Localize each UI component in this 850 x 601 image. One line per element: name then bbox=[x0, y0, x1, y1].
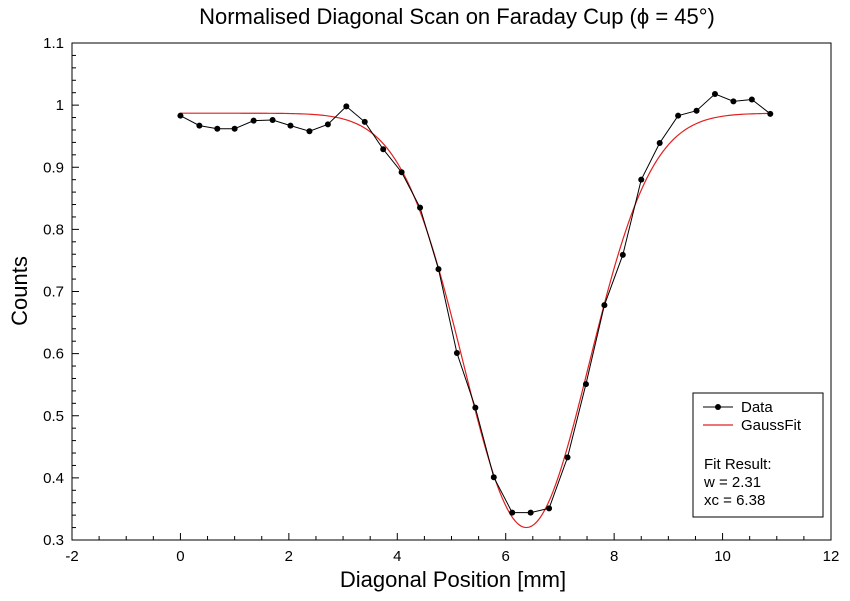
legend-data-label: Data bbox=[741, 399, 773, 416]
data-point bbox=[306, 128, 313, 135]
data-point bbox=[490, 474, 497, 481]
data-point bbox=[564, 454, 571, 461]
data-point bbox=[638, 176, 645, 183]
x-tick-label: 12 bbox=[823, 548, 840, 565]
series-data-points bbox=[177, 90, 774, 516]
legend-gaussfit-label: GaussFit bbox=[741, 417, 802, 434]
y-tick-label: 0.6 bbox=[43, 346, 64, 363]
fit-result-w: w = 2.31 bbox=[703, 474, 761, 491]
data-point bbox=[231, 125, 238, 132]
data-point bbox=[546, 505, 553, 512]
series-gaussfit-line bbox=[180, 112, 771, 529]
chart-title: Normalised Diagonal Scan on Faraday Cup … bbox=[199, 4, 715, 29]
y-axis-ticks: 0.3 0.4 0.5 0.6 0.7 0.8 0.9 1 1.1 bbox=[43, 35, 79, 549]
x-tick-label: 4 bbox=[393, 548, 401, 565]
data-point bbox=[711, 90, 718, 97]
y-tick-label: 1.1 bbox=[43, 35, 64, 52]
legend-data-swatch-marker bbox=[715, 404, 721, 410]
data-point bbox=[767, 110, 774, 117]
data-point bbox=[177, 112, 184, 119]
x-axis-ticks: -2 0 2 4 6 8 10 12 bbox=[65, 533, 839, 565]
data-point bbox=[693, 107, 700, 114]
data-point bbox=[417, 204, 424, 211]
data-point bbox=[527, 509, 534, 516]
fit-result-heading: Fit Result: bbox=[704, 456, 772, 473]
data-point bbox=[656, 140, 663, 147]
data-point bbox=[214, 125, 221, 132]
x-axis-label: Diagonal Position [mm] bbox=[340, 567, 566, 592]
data-point bbox=[361, 118, 368, 125]
y-tick-label: 0.5 bbox=[43, 408, 64, 425]
data-point bbox=[398, 169, 405, 176]
data-point bbox=[196, 122, 203, 129]
y-axis-label: Counts bbox=[7, 256, 32, 326]
x-tick-label: 10 bbox=[714, 548, 731, 565]
legend-box bbox=[692, 392, 824, 518]
fit-result-xc: xc = 6.38 bbox=[704, 492, 765, 509]
x-tick-label: 0 bbox=[176, 548, 184, 565]
data-point bbox=[509, 509, 516, 516]
data-point bbox=[675, 112, 682, 119]
data-point bbox=[343, 103, 350, 110]
data-point bbox=[287, 122, 294, 129]
y-tick-label: 1 bbox=[56, 97, 64, 114]
data-point bbox=[582, 381, 589, 388]
y-tick-label: 0.3 bbox=[43, 532, 64, 549]
y-tick-label: 0.8 bbox=[43, 221, 64, 238]
data-point bbox=[730, 98, 737, 105]
data-point bbox=[269, 117, 276, 124]
legend: Data GaussFit Fit Result: w = 2.31 xc = … bbox=[692, 392, 824, 518]
data-point bbox=[619, 251, 626, 258]
y-tick-label: 0.7 bbox=[43, 284, 64, 301]
data-point bbox=[324, 121, 331, 128]
series-data-line bbox=[180, 93, 771, 514]
x-tick-label: 8 bbox=[610, 548, 618, 565]
data-point bbox=[601, 302, 608, 309]
y-tick-label: 0.9 bbox=[43, 159, 64, 176]
x-tick-label: 2 bbox=[285, 548, 293, 565]
data-point bbox=[380, 146, 387, 153]
data-point bbox=[748, 96, 755, 103]
y-tick-label: 0.4 bbox=[43, 470, 64, 487]
x-tick-label: -2 bbox=[65, 548, 78, 565]
data-point bbox=[250, 117, 257, 124]
data-point bbox=[453, 350, 460, 357]
data-point bbox=[435, 266, 442, 273]
data-point bbox=[472, 404, 479, 411]
x-tick-label: 6 bbox=[502, 548, 510, 565]
